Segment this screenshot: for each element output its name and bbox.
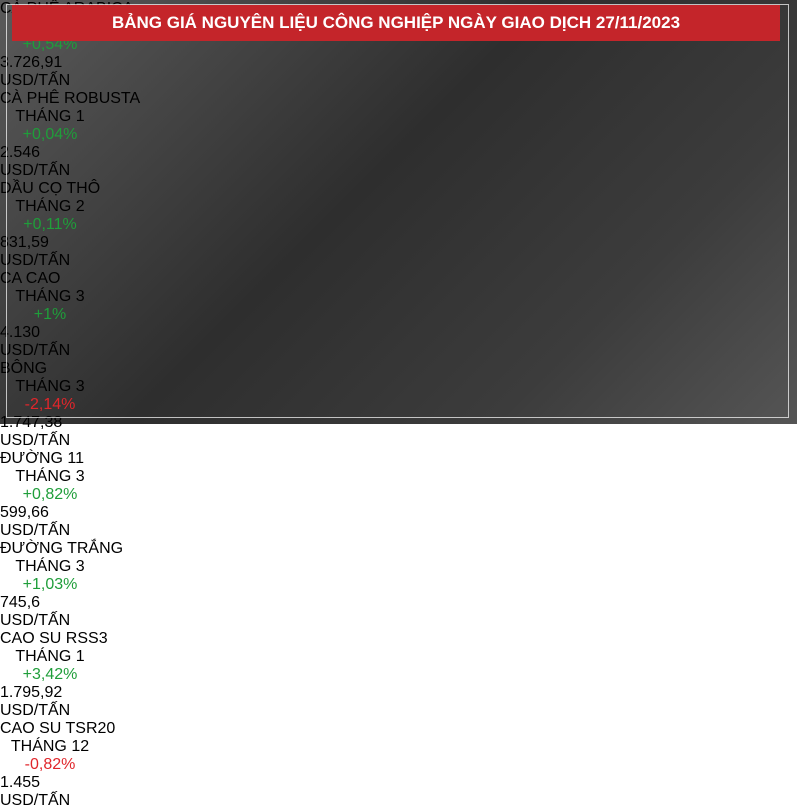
price-change: +3,42% — [22, 666, 78, 683]
contract-month: THÁNG 3 — [15, 468, 85, 485]
unit: USD/TẤN — [0, 702, 71, 719]
price-change: +0,04% — [22, 126, 78, 143]
unit: USD/TẤN — [0, 612, 71, 629]
unit: USD/TẤN — [0, 162, 71, 179]
table-row: ĐƯỜNG 11 THÁNG 3 +0,82% 599,66 USD/TẤN — [0, 450, 797, 540]
price-change: -0,82% — [24, 756, 76, 773]
price: 1.795,92 — [0, 684, 63, 701]
price: 1.455 — [0, 774, 41, 791]
unit: USD/TẤN — [0, 72, 71, 89]
price-change: +0,11% — [23, 216, 77, 233]
table-row: ĐƯỜNG TRẮNG THÁNG 3 +1,03% 745,6 USD/TẤN — [0, 540, 797, 630]
price: 745,6 — [0, 594, 41, 611]
table-row: CAO SU RSS3 THÁNG 1 +3,42% 1.795,92 USD/TẤN — [0, 630, 797, 720]
commodity-name: ĐƯỜNG 11 — [0, 450, 84, 467]
price-change: +0,82% — [22, 486, 78, 503]
contract-month: THÁNG 1 — [15, 648, 85, 665]
price: 831,59 — [0, 234, 49, 251]
unit: USD/TẤN — [0, 522, 71, 539]
price: 599,66 — [0, 504, 49, 521]
table-row: CAO SU TSR20 THÁNG 12 -0,82% 1.455 USD/TẤN — [0, 720, 797, 810]
price-change: +1% — [33, 306, 67, 323]
price-change: +1,03% — [22, 576, 78, 593]
contract-month: THÁNG 3 — [15, 378, 85, 395]
price: 2.546 — [0, 144, 41, 161]
table-row: CA CAO THÁNG 3 +1% 4.130 USD/TẤN — [0, 270, 797, 360]
commodity-name: CAO SU RSS3 — [0, 630, 108, 647]
header-title: BẢNG GIÁ NGUYÊN LIỆU CÔNG NGHIỆP NGÀY GI… — [12, 5, 780, 41]
unit: USD/TẤN — [0, 432, 71, 449]
contract-month: THÁNG 3 — [15, 558, 85, 575]
unit: USD/TẤN — [0, 252, 71, 269]
table-row: CÀ PHÊ ROBUSTA THÁNG 1 +0,04% 2.546 USD/TẤN — [0, 90, 797, 180]
price: 3.726,91 — [0, 54, 63, 71]
price: 4.130 — [0, 324, 41, 341]
unit: USD/TẤN — [0, 342, 71, 359]
contract-month: THÁNG 1 — [15, 108, 85, 125]
commodity-name: CAO SU TSR20 — [0, 720, 116, 737]
commodity-name: DẦU CỌ THÔ — [0, 180, 101, 197]
commodity-name: ĐƯỜNG TRẮNG — [0, 540, 124, 557]
contract-month: THÁNG 2 — [15, 198, 85, 215]
commodity-name: CÀ PHÊ ROBUSTA — [0, 90, 141, 107]
commodity-name: CA CAO — [0, 270, 61, 287]
frame-border — [6, 4, 789, 418]
contract-month: THÁNG 12 — [10, 738, 90, 755]
unit: USD/TẤN — [0, 792, 71, 809]
contract-month: THÁNG 3 — [15, 288, 85, 305]
commodity-name: BÔNG — [0, 360, 48, 377]
table-row: DẦU CỌ THÔ THÁNG 2 +0,11% 831,59 USD/TẤN — [0, 180, 797, 270]
price-change: -2,14% — [24, 396, 76, 413]
